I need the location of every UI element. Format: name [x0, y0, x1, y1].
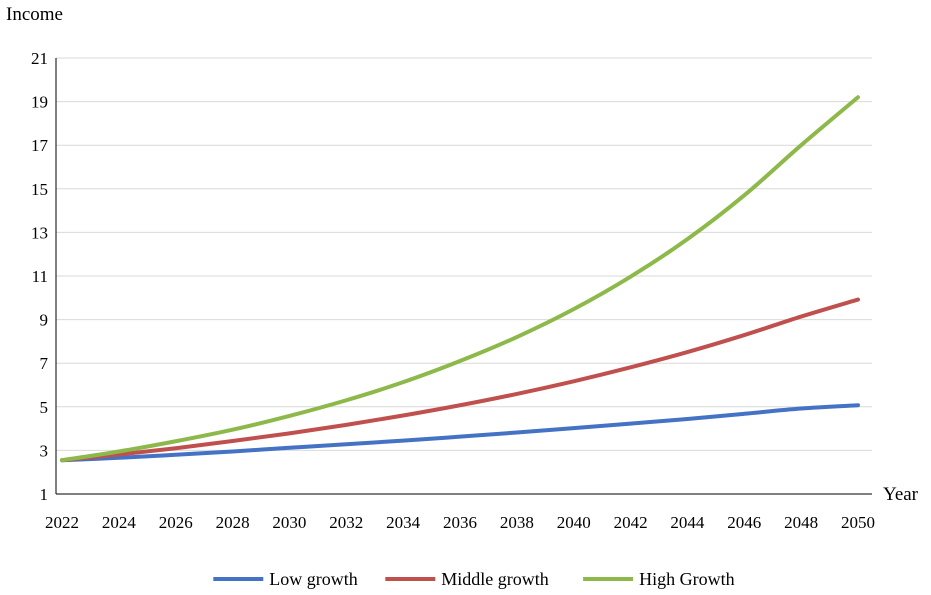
x-tick-label: 2034 [386, 513, 421, 532]
y-tick-label: 1 [40, 485, 49, 504]
y-axis-title: Income [6, 4, 63, 25]
legend-label-middle-growth: Middle growth [441, 569, 549, 589]
x-tick-label: 2038 [500, 513, 534, 532]
legend-label-low-growth: Low growth [269, 569, 358, 589]
x-tick-label: 2024 [102, 513, 137, 532]
y-tick-label: 13 [31, 223, 48, 242]
y-tick-label: 15 [31, 180, 48, 199]
y-tick-label: 9 [40, 311, 49, 330]
y-tick-label: 11 [32, 267, 48, 286]
x-tick-label: 2028 [216, 513, 250, 532]
series-line-low-growth [60, 403, 860, 463]
x-axis-title: Year [883, 484, 919, 505]
x-tick-label: 2040 [557, 513, 591, 532]
y-tick-label: 19 [31, 93, 48, 112]
x-tick-label: 2026 [159, 513, 193, 532]
series-lines [60, 95, 860, 463]
series-line-high-growth [60, 95, 860, 463]
y-tick-label: 17 [31, 136, 49, 155]
x-tick-label: 2042 [614, 513, 648, 532]
y-tick-label: 3 [40, 441, 49, 460]
x-tick-label: 2036 [443, 513, 477, 532]
x-tick-label: 2032 [329, 513, 363, 532]
y-tick-label: 21 [31, 49, 48, 68]
legend-label-high-growth: High Growth [639, 569, 735, 589]
legend: Low growth Middle growth High Growth [213, 569, 735, 589]
x-tick-label: 2044 [670, 513, 705, 532]
x-tick-label: 2050 [841, 513, 875, 532]
y-tick-label: 5 [40, 398, 49, 417]
x-tick-label: 2048 [784, 513, 818, 532]
x-tick-label: 2046 [727, 513, 761, 532]
series-line-middle-growth [60, 297, 860, 463]
y-tick-label: 7 [40, 354, 49, 373]
x-tick-label: 2022 [45, 513, 79, 532]
gridlines [56, 57, 872, 451]
x-tick-label: 2030 [272, 513, 306, 532]
